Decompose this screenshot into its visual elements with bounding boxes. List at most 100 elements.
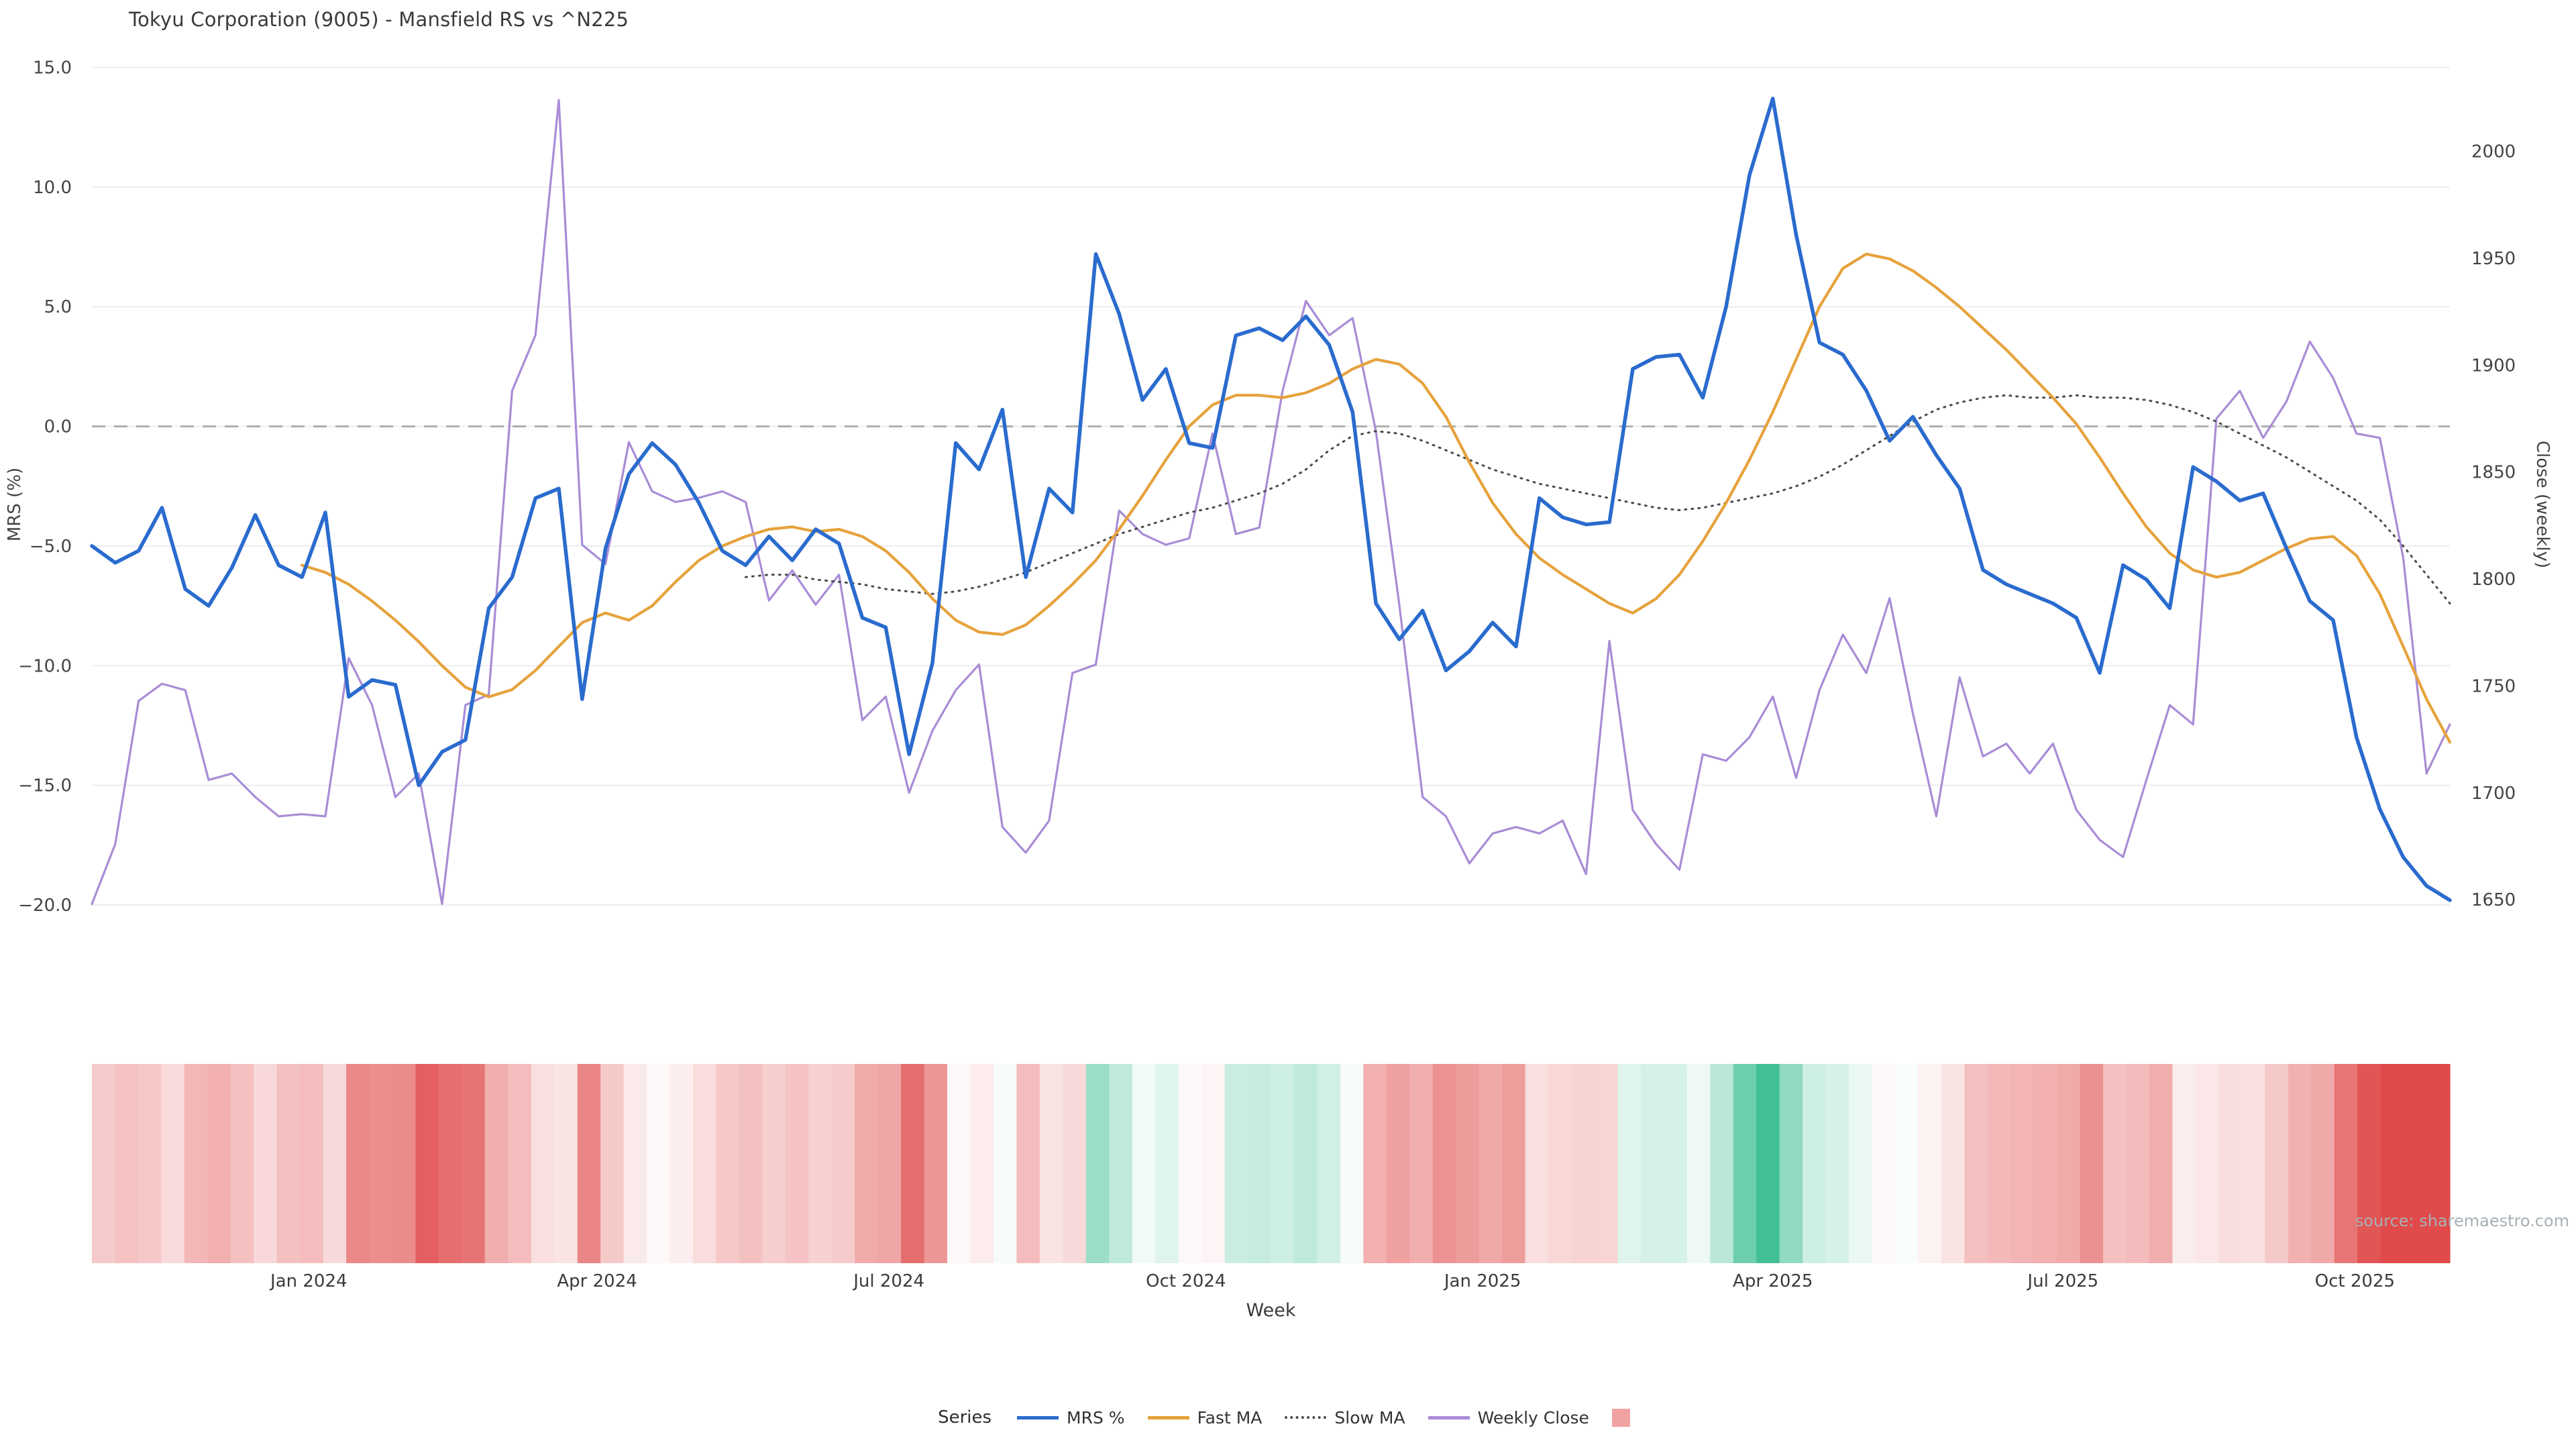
heatmap-cell[interactable] [1595, 1064, 1619, 1263]
heatmap-cell[interactable] [1132, 1064, 1156, 1263]
heatmap-cell[interactable] [1432, 1064, 1456, 1263]
heatmap-cell[interactable] [1894, 1064, 1919, 1263]
heatmap-cell[interactable] [831, 1064, 855, 1263]
heatmap-cell[interactable] [2172, 1064, 2196, 1263]
heatmap-cell[interactable] [2126, 1064, 2150, 1263]
heatmap-cell[interactable] [1155, 1064, 1179, 1263]
heatmap-cell[interactable] [693, 1064, 717, 1263]
heatmap-cell[interactable] [1733, 1064, 1757, 1263]
heatmap-cell[interactable] [1779, 1064, 1803, 1263]
heatmap-cell[interactable] [346, 1064, 370, 1263]
heatmap-cell[interactable] [2288, 1064, 2312, 1263]
heatmap-cell[interactable] [1340, 1064, 1364, 1263]
heatmap-cell[interactable] [1918, 1064, 1942, 1263]
heatmap-cell[interactable] [623, 1064, 647, 1263]
heatmap-cell[interactable] [2265, 1064, 2289, 1263]
legend-item-slow-ma[interactable]: Slow MA [1285, 1408, 1405, 1428]
heatmap-cell[interactable] [1363, 1064, 1387, 1263]
heatmap-cell[interactable] [1409, 1064, 1434, 1263]
heatmap-cell[interactable] [1849, 1064, 1873, 1263]
heatmap-cell[interactable] [970, 1064, 994, 1263]
heatmap-cell[interactable] [1502, 1064, 1526, 1263]
heatmap-cell[interactable] [1224, 1064, 1248, 1263]
heatmap-cell[interactable] [161, 1064, 185, 1263]
heatmap-cell[interactable] [138, 1064, 162, 1263]
heatmap-cell[interactable] [1248, 1064, 1272, 1263]
heatmap-cell[interactable] [2080, 1064, 2104, 1263]
mrs--line[interactable] [90, 97, 2452, 902]
heatmap-cell[interactable] [2010, 1064, 2035, 1263]
heatmap-cell[interactable] [184, 1064, 208, 1263]
legend-item-weekly-close[interactable]: Weekly Close [1428, 1408, 1589, 1428]
heatmap-cell[interactable] [369, 1064, 393, 1263]
heatmap-cell[interactable] [647, 1064, 671, 1263]
heatmap-cell[interactable] [994, 1064, 1018, 1263]
heatmap-cell[interactable] [1479, 1064, 1503, 1263]
heatmap-cell[interactable] [1201, 1064, 1226, 1263]
heatmap-cell[interactable] [2357, 1064, 2381, 1263]
heatmap-cell[interactable] [739, 1064, 763, 1263]
heatmap-cell[interactable] [2218, 1064, 2243, 1263]
heatmap-cell[interactable] [230, 1064, 254, 1263]
heatmap-cell[interactable] [924, 1064, 948, 1263]
heatmap-cell[interactable] [2057, 1064, 2081, 1263]
heatmap-cell[interactable] [1941, 1064, 1965, 1263]
heatmap-cell[interactable] [1085, 1064, 1110, 1263]
heatmap-cell[interactable] [716, 1064, 740, 1263]
heatmap-cell[interactable] [1063, 1064, 1087, 1263]
heatmap-cell[interactable] [762, 1064, 786, 1263]
heatmap-cell[interactable] [1987, 1064, 2011, 1263]
legend-item-fast-ma[interactable]: Fast MA [1147, 1408, 1262, 1428]
heatmap-cell[interactable] [2195, 1064, 2219, 1263]
heatmap-cell[interactable] [1617, 1064, 1642, 1263]
heatmap-cell[interactable] [207, 1064, 231, 1263]
heatmap-cell[interactable] [300, 1064, 324, 1263]
heatmap-cell[interactable] [2380, 1064, 2404, 1263]
heatmap-cell[interactable] [600, 1064, 625, 1263]
heatmap-cell[interactable] [1294, 1064, 1318, 1263]
heatmap-cell[interactable] [254, 1064, 278, 1263]
heatmap-cell[interactable] [508, 1064, 532, 1263]
heatmap-cell[interactable] [1571, 1064, 1595, 1263]
heatmap-cell[interactable] [1825, 1064, 1849, 1263]
heatmap-cell[interactable] [1386, 1064, 1410, 1263]
heatmap-cell[interactable] [2426, 1064, 2451, 1263]
heatmap-cell[interactable] [462, 1064, 486, 1263]
heatmap-cell[interactable] [785, 1064, 809, 1263]
heatmap-cell[interactable] [1640, 1064, 1664, 1263]
heatmap-cell[interactable] [2241, 1064, 2265, 1263]
heatmap-cell[interactable] [115, 1064, 139, 1263]
heatmap-cell[interactable] [2103, 1064, 2127, 1263]
heatmap-cell[interactable] [92, 1064, 116, 1263]
fast-ma-line[interactable] [301, 252, 2452, 744]
legend-item-heatmap[interactable] [1611, 1408, 1638, 1427]
heatmap-cell[interactable] [415, 1064, 439, 1263]
heatmap-cell[interactable] [2334, 1064, 2358, 1263]
heatmap-cell[interactable] [1803, 1064, 1827, 1263]
heatmap-cell[interactable] [276, 1064, 301, 1263]
heatmap-cell[interactable] [554, 1064, 578, 1263]
heatmap-cell[interactable] [901, 1064, 925, 1263]
heatmap-cell[interactable] [855, 1064, 879, 1263]
heatmap-cell[interactable] [947, 1064, 971, 1263]
heatmap-cell[interactable] [669, 1064, 694, 1263]
heatmap-cell[interactable] [1664, 1064, 1688, 1263]
heatmap-cell[interactable] [484, 1064, 508, 1263]
heatmap-cell[interactable] [1872, 1064, 1896, 1263]
heatmap-cell[interactable] [877, 1064, 902, 1263]
weekly-close-line[interactable] [91, 99, 2451, 906]
heatmap-cell[interactable] [2311, 1064, 2335, 1263]
heatmap-cell[interactable] [1756, 1064, 1780, 1263]
heatmap-cell[interactable] [392, 1064, 417, 1263]
heatmap-cell[interactable] [438, 1064, 462, 1263]
heatmap-cell[interactable] [531, 1064, 555, 1263]
heatmap-cell[interactable] [1271, 1064, 1295, 1263]
heatmap-cell[interactable] [1686, 1064, 1711, 1263]
slow-ma-line[interactable] [745, 394, 2451, 604]
heatmap-cell[interactable] [1178, 1064, 1202, 1263]
heatmap-cell[interactable] [1710, 1064, 1734, 1263]
heatmap-cell[interactable] [1109, 1064, 1133, 1263]
heatmap-cell[interactable] [1548, 1064, 1572, 1263]
heatmap-cell[interactable] [808, 1064, 833, 1263]
heatmap-cell[interactable] [1039, 1064, 1063, 1263]
